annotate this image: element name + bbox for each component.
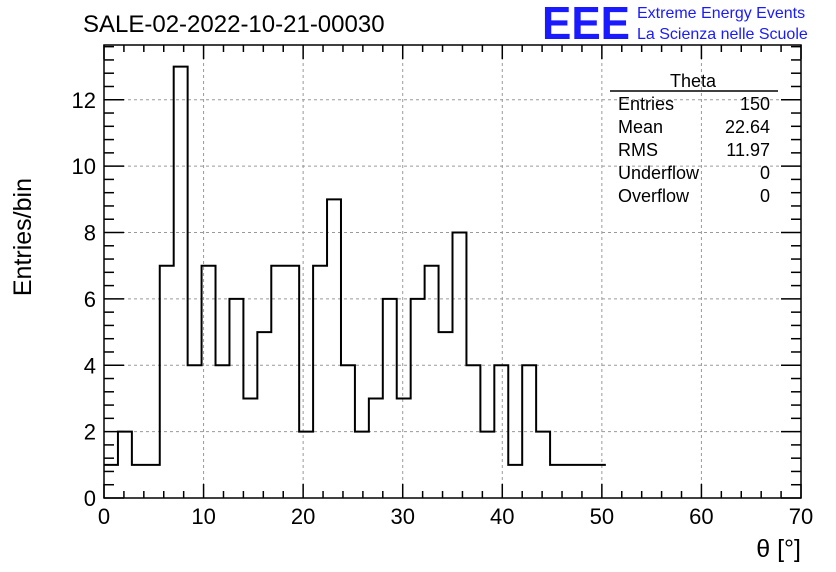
histogram-outline — [104, 65, 606, 466]
chart-title: SALE-02-2022-10-21-00030 — [83, 11, 385, 38]
stats-row-label: RMS — [618, 140, 658, 160]
logo-line2: La Scienza nelle Scuole — [637, 26, 808, 43]
stats-row-label: Entries — [618, 94, 674, 114]
stats-box: Theta Entries 150 Mean 22.64 RMS 11.97 Underfl… — [610, 71, 778, 206]
y-tick-label: 6 — [84, 287, 96, 312]
logo-mark: EEE — [542, 0, 630, 49]
stats-row-value: 0 — [760, 186, 770, 206]
x-tick-label: 60 — [689, 504, 713, 529]
stats-row-label: Underflow — [618, 163, 700, 183]
y-tick-label: 8 — [84, 221, 96, 246]
logo-line1: Extreme Energy Events — [637, 5, 805, 22]
stats-title: Theta — [670, 71, 717, 91]
x-tick-label: 30 — [390, 504, 414, 529]
y-axis-title: Entries/bin — [9, 178, 37, 296]
x-tick-label: 50 — [590, 504, 614, 529]
axis-ticks — [103, 45, 802, 499]
y-tick-label: 12 — [72, 88, 96, 113]
stats-row-value: 22.64 — [725, 117, 770, 137]
y-tick-label: 0 — [84, 486, 96, 511]
stats-rows: Entries 150 Mean 22.64 RMS 11.97 Underflow 0 Ove… — [618, 94, 770, 206]
tick-labels: 0 10 20 30 40 50 60 70 0 2 4 6 8 10 12 — [72, 88, 814, 529]
x-tick-label: 40 — [490, 504, 514, 529]
y-tick-label: 10 — [72, 154, 96, 179]
stats-row-label: Overflow — [618, 186, 690, 206]
stats-row-value: 0 — [760, 163, 770, 183]
x-tick-label: 70 — [789, 504, 813, 529]
stats-row-label: Mean — [618, 117, 663, 137]
y-tick-label: 4 — [84, 353, 96, 378]
x-tick-label: 20 — [291, 504, 315, 529]
y-tick-label: 2 — [84, 420, 96, 445]
x-axis-title: θ [°] — [756, 535, 801, 563]
plot-frame — [103, 44, 802, 499]
x-tick-label: 10 — [191, 504, 215, 529]
x-tick-label: 0 — [98, 504, 110, 529]
stats-row-value: 150 — [740, 94, 770, 114]
stats-row-value: 11.97 — [726, 140, 770, 160]
eee-logo: EEE Extreme Energy Events La Scienza nel… — [542, 0, 808, 49]
